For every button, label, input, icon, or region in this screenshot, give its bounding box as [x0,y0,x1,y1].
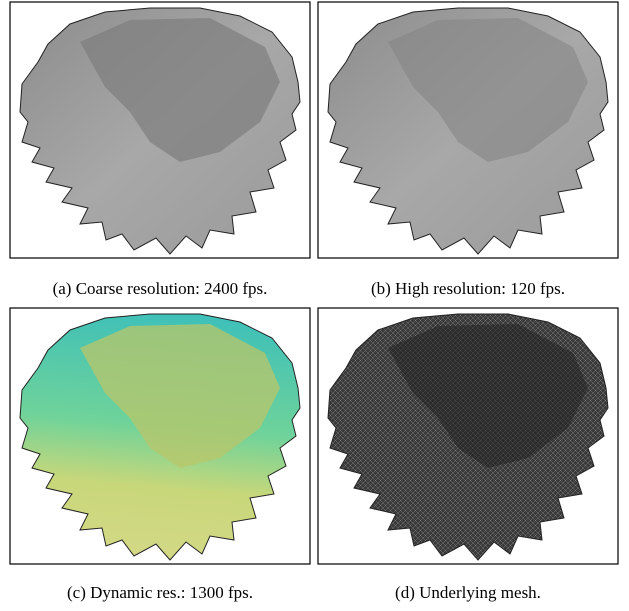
panel-b [318,2,618,258]
figure: (a) Coarse resolution: 2400 fps. (b) Hig… [0,0,629,606]
panel-d [318,308,618,564]
caption: (a) Coarse resolution: 2400 fps. [53,279,268,298]
panel-c [10,308,310,564]
caption: (b) High resolution: 120 fps. [371,279,565,298]
caption: (d) Underlying mesh. [395,583,541,602]
panel-a [10,2,310,258]
caption: (c) Dynamic res.: 1300 fps. [67,583,253,602]
